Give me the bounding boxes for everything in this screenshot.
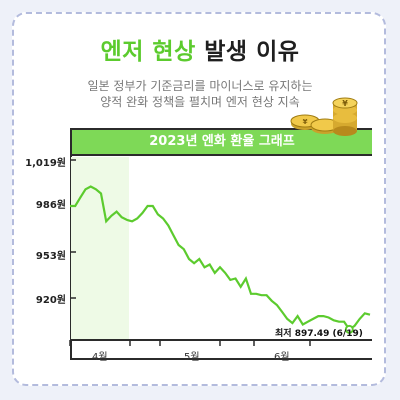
x-tick-label: 6월 (274, 352, 290, 363)
min-annotation: 최저 897.49 (6/19) (275, 327, 363, 339)
subtitle-line-2: 양적 완화 정책을 펼치며 엔저 현상 지속 (100, 95, 300, 109)
svg-text:¥: ¥ (342, 99, 348, 108)
x-tick-label: 5월 (184, 352, 200, 363)
y-tick-label: 986원 (35, 200, 66, 211)
title-rest: 발생 이유 (195, 39, 300, 65)
page-title: 엔저 현상 발생 이유 (0, 32, 400, 66)
chart-title: 2023년 엔화 환율 그래프 (70, 128, 372, 156)
highlight-band (71, 157, 129, 339)
series-line (70, 185, 371, 331)
min-point-marker (344, 324, 354, 334)
y-tick-label: 953원 (35, 251, 66, 262)
x-tick-label: 4월 (92, 352, 108, 363)
y-tick-label: 1,019원 (25, 158, 66, 169)
y-tick-label: 920원 (35, 295, 66, 306)
svg-text:¥: ¥ (303, 118, 308, 126)
subtitle-line-1: 일본 정부가 기준금리를 마이너스로 유지하는 (87, 79, 313, 93)
title-highlight: 엔저 현상 (100, 39, 196, 65)
yen-coin-stack-icon: ¥ ¥ (290, 97, 358, 136)
